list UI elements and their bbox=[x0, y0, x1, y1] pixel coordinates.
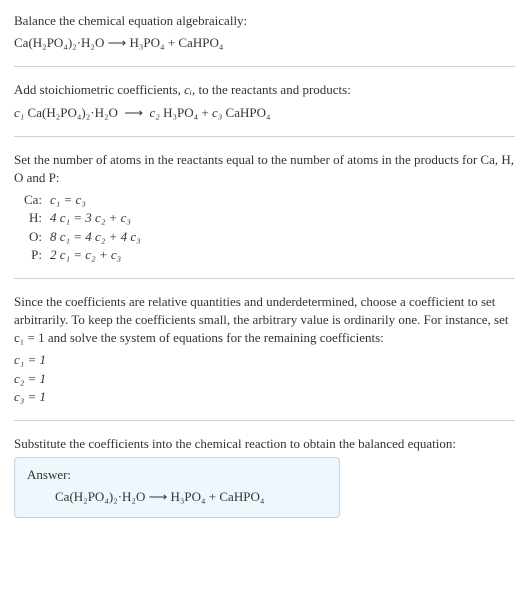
eq-row-o: O: 8 c₁ = 4 c₂ + 4 c₃ bbox=[14, 228, 515, 246]
step-add-reaction: c₁ Ca(H₂PO₄)₂·H₂O ⟶ c₂ H₃PO₄ + c₃ CaHPO₄ bbox=[14, 104, 515, 122]
product-2: CaHPO₄ bbox=[226, 105, 271, 120]
answer-reaction: Ca(H₂PO₄)₂·H₂O ⟶ H₃PO₄ + CaHPO₄ bbox=[27, 488, 327, 506]
separator bbox=[14, 278, 515, 279]
eq-expr: 2 c₁ = c₂ + c₃ bbox=[50, 246, 121, 264]
coef-c2: c₂ bbox=[150, 105, 160, 120]
ci-symbol: cᵢ bbox=[184, 82, 192, 97]
eq-expr: 4 c₁ = 3 c₂ + c₃ bbox=[50, 209, 131, 227]
intro-reaction: Ca(H₂PO₄)₂·H₂O ⟶ H₃PO₄ + CaHPO₄ bbox=[14, 34, 515, 52]
element-equations: Ca: c₁ = c₃ H: 4 c₁ = 3 c₂ + c₃ O: 8 c₁ … bbox=[14, 191, 515, 264]
separator bbox=[14, 66, 515, 67]
eq-expr: 8 c₁ = 4 c₂ + 4 c₃ bbox=[50, 228, 141, 246]
step-add-text: Add stoichiometric coefficients, cᵢ, to … bbox=[14, 81, 515, 99]
arrow: ⟶ bbox=[124, 105, 143, 120]
step-sub-text: Substitute the coefficients into the che… bbox=[14, 435, 515, 453]
step-add-pre: Add stoichiometric coefficients, bbox=[14, 82, 184, 97]
eq-label: P: bbox=[14, 246, 50, 264]
separator bbox=[14, 420, 515, 421]
solution-c1: c₁ = 1 bbox=[14, 351, 515, 369]
coef-c3: c₃ bbox=[212, 105, 222, 120]
step-choose-text: Since the coefficients are relative quan… bbox=[14, 293, 515, 348]
answer-label: Answer: bbox=[27, 466, 327, 484]
eq-expr: c₁ = c₃ bbox=[50, 191, 86, 209]
solution-c3: c₃ = 1 bbox=[14, 388, 515, 406]
eq-label: O: bbox=[14, 228, 50, 246]
solution-c2: c₂ = 1 bbox=[14, 370, 515, 388]
coef-c1: c₁ bbox=[14, 105, 24, 120]
eq-row-h: H: 4 c₁ = 3 c₂ + c₃ bbox=[14, 209, 515, 227]
step-add-post: , to the reactants and products: bbox=[192, 82, 351, 97]
eq-row-p: P: 2 c₁ = c₂ + c₃ bbox=[14, 246, 515, 264]
step-set-text: Set the number of atoms in the reactants… bbox=[14, 151, 515, 187]
reactant-1: Ca(H₂PO₄)₂·H₂O bbox=[28, 105, 118, 120]
separator bbox=[14, 136, 515, 137]
plus: + bbox=[201, 105, 208, 120]
eq-label: H: bbox=[14, 209, 50, 227]
intro-line: Balance the chemical equation algebraica… bbox=[14, 12, 515, 30]
eq-label: Ca: bbox=[14, 191, 50, 209]
product-1: H₃PO₄ bbox=[163, 105, 198, 120]
answer-box: Answer: Ca(H₂PO₄)₂·H₂O ⟶ H₃PO₄ + CaHPO₄ bbox=[14, 457, 340, 517]
eq-row-ca: Ca: c₁ = c₃ bbox=[14, 191, 515, 209]
